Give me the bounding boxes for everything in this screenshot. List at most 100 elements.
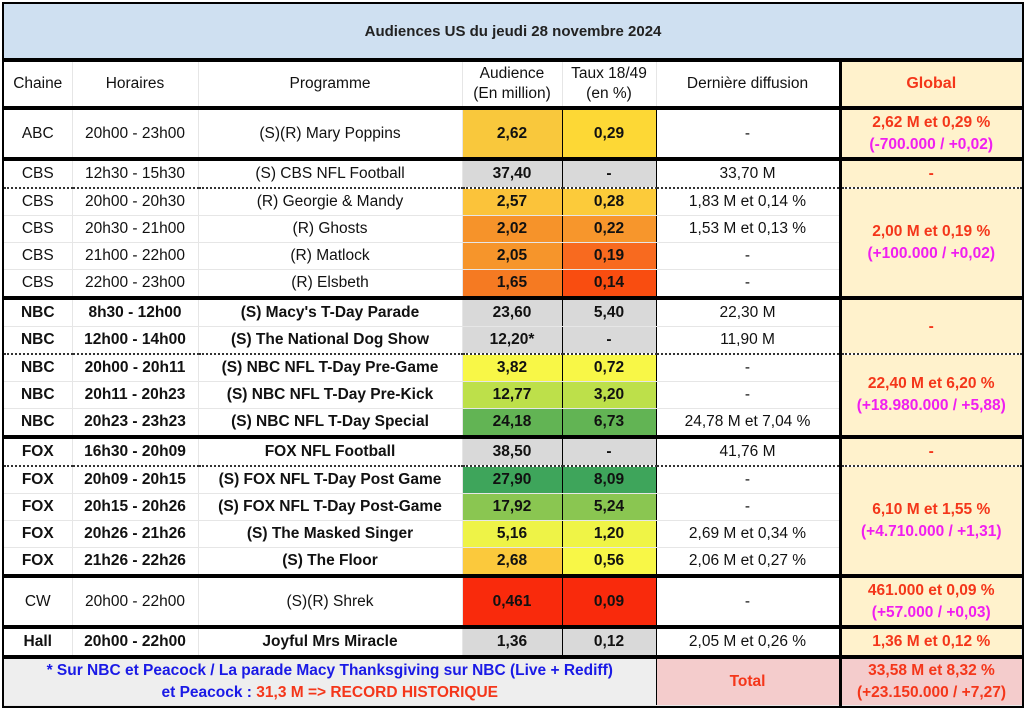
- total-main: 33,58 M et 8,32 %: [868, 662, 995, 679]
- program-cell: (S) NBC NFL T-Day Special: [198, 408, 463, 438]
- channel-cell: ABC: [4, 106, 73, 160]
- channel-cell: NBC: [4, 326, 73, 355]
- time-slot-cell: 20h30 - 21h00: [72, 215, 199, 243]
- audience-cell: 2,57: [461, 187, 563, 216]
- audience-cell: 38,50: [461, 435, 563, 467]
- time-slot-cell: 20h00 - 22h00: [72, 574, 199, 628]
- audience-cell: 5,16: [461, 520, 563, 548]
- last-airing-cell: 1,83 M et 0,14 %: [656, 187, 841, 216]
- rating-cell: 0,22: [561, 215, 657, 243]
- table-row: FOX 16h30 - 20h09 FOX NFL Football 38,50-41…: [4, 435, 1022, 467]
- global-cell: 2,00 M et 0,19 % (+100.000 / +0,02): [838, 187, 1022, 299]
- program-cell: (S)(R) Shrek: [198, 574, 463, 628]
- header-taux-line2: (en %): [586, 85, 632, 102]
- program-cell: (S) FOX NFL T-Day Post-Game: [198, 493, 463, 521]
- footer-note-line1: * Sur NBC et Peacock / La parade Macy Th…: [46, 662, 613, 679]
- global-main: -: [928, 317, 934, 335]
- last-airing-cell: 2,06 M et 0,27 %: [656, 547, 841, 577]
- program-cell: (S) NBC NFL T-Day Pre-Game: [198, 353, 463, 382]
- time-slot-cell: 20h00 - 22h00: [72, 625, 199, 658]
- global-main: 6,10 M et 1,55 %: [872, 500, 991, 518]
- table-row: FOX 20h15 - 20h26 (S) FOX NFL T-Day Post-G…: [4, 493, 1022, 521]
- program-cell: Joyful Mrs Miracle: [198, 625, 463, 658]
- rating-cell: -: [561, 326, 657, 355]
- rating-cell: 3,20: [561, 381, 657, 409]
- global-main: 461.000 et 0,09 %: [867, 581, 995, 599]
- footer-note-line2-prefix: et Peacock :: [161, 684, 257, 701]
- audience-cell: 23,60: [461, 296, 563, 327]
- last-airing-cell: 2,69 M et 0,34 %: [656, 520, 841, 548]
- page-title: Audiences US du jeudi 28 novembre 2024: [4, 4, 1022, 62]
- program-cell: (S)(R) Mary Poppins: [198, 106, 463, 160]
- program-cell: (S) NBC NFL T-Day Pre-Kick: [198, 381, 463, 409]
- channel-cell: CW: [4, 574, 73, 628]
- global-delta: (+4.710.000 / +1,31): [861, 522, 1002, 540]
- program-cell: (R) Elsbeth: [198, 269, 463, 299]
- header-programme: Programme: [198, 62, 463, 110]
- table-row: Hall 20h00 - 22h00 Joyful Mrs Miracle 1,36 0…: [4, 625, 1022, 658]
- global-delta: (+18.980.000 / +5,88): [856, 397, 1006, 414]
- last-airing-cell: -: [656, 242, 841, 270]
- last-airing-cell: -: [656, 353, 841, 382]
- channel-cell: FOX: [4, 547, 73, 577]
- channel-cell: Hall: [4, 625, 73, 658]
- rating-cell: 6,73: [561, 408, 657, 438]
- channel-cell: FOX: [4, 493, 73, 521]
- global-main: 2,62 M et 0,29 %: [872, 113, 991, 131]
- audience-cell: 2,62: [461, 106, 563, 160]
- global-cell: -: [838, 435, 1022, 467]
- global-main: 1,36 M et 0,12 %: [872, 633, 991, 650]
- rating-cell: 0,72: [561, 353, 657, 382]
- audience-cell: 2,02: [461, 215, 563, 243]
- channel-cell: NBC: [4, 381, 73, 409]
- table-row: ABC 20h00 - 23h00 (S)(R) Mary Poppins 2,62 0…: [4, 106, 1022, 160]
- time-slot-cell: 20h15 - 20h26: [72, 493, 199, 521]
- time-slot-cell: 20h26 - 21h26: [72, 520, 199, 548]
- time-slot-cell: 22h00 - 23h00: [72, 269, 199, 299]
- time-slot-cell: 21h00 - 22h00: [72, 242, 199, 270]
- program-cell: (S) The National Dog Show: [198, 326, 463, 355]
- header-taux-line1: Taux 18/49: [571, 65, 647, 82]
- global-main: 22,40 M et 6,20 %: [867, 375, 995, 392]
- audience-cell: 12,20*: [461, 326, 563, 355]
- time-slot-cell: 21h26 - 22h26: [72, 547, 199, 577]
- audience-cell: 1,36: [461, 625, 563, 658]
- channel-cell: CBS: [4, 269, 73, 299]
- table-row: CBS 21h00 - 22h00 (R) Matlock 2,05 0,19-: [4, 242, 1022, 270]
- global-main: -: [928, 165, 934, 182]
- footer-total: 33,58 M et 8,32 % (+23.150.000 / +7,27): [838, 655, 1022, 706]
- last-airing-cell: 22,30 M: [656, 296, 841, 327]
- channel-cell: CBS: [4, 157, 73, 189]
- last-airing-cell: 24,78 M et 7,04 %: [656, 408, 841, 438]
- global-main: -: [928, 443, 934, 460]
- rating-cell: -: [561, 157, 657, 189]
- program-cell: (R) Ghosts: [198, 215, 463, 243]
- table-row: CW 20h00 - 22h00 (S)(R) Shrek 0,461 0,09-461…: [4, 574, 1022, 628]
- channel-cell: NBC: [4, 353, 73, 382]
- rating-cell: 5,24: [561, 493, 657, 521]
- audience-cell: 0,461: [461, 574, 563, 628]
- rating-cell: 0,19: [561, 242, 657, 270]
- rating-cell: 5,40: [561, 296, 657, 327]
- rating-cell: 8,09: [561, 465, 657, 494]
- rating-cell: 0,14: [561, 269, 657, 299]
- time-slot-cell: 20h09 - 20h15: [72, 465, 199, 494]
- program-cell: (R) Matlock: [198, 242, 463, 270]
- rating-cell: 1,20: [561, 520, 657, 548]
- table-row: FOX 20h09 - 20h15 (S) FOX NFL T-Day Post G…: [4, 465, 1022, 577]
- footer-record-highlight: 31,3 M => RECORD HISTORIQUE: [256, 684, 499, 701]
- time-slot-cell: 8h30 - 12h00: [72, 296, 199, 327]
- global-cell: -: [838, 157, 1022, 189]
- audience-cell: 2,05: [461, 242, 563, 270]
- global-cell: 1,36 M et 0,12 %: [838, 625, 1022, 658]
- global-cell: 6,10 M et 1,55 % (+4.710.000 / +1,31): [838, 465, 1022, 577]
- global-delta: (-700.000 / +0,02): [869, 135, 994, 153]
- header-taux: Taux 18/49 (en %): [562, 62, 657, 110]
- time-slot-cell: 12h30 - 15h30: [72, 157, 199, 189]
- audience-cell: 24,18: [461, 408, 563, 438]
- last-airing-cell: -: [656, 465, 841, 494]
- audience-cell: 2,68: [461, 547, 563, 577]
- program-cell: (R) Georgie & Mandy: [198, 187, 463, 216]
- audience-cell: 37,40: [461, 157, 563, 189]
- last-airing-cell: -: [656, 493, 841, 521]
